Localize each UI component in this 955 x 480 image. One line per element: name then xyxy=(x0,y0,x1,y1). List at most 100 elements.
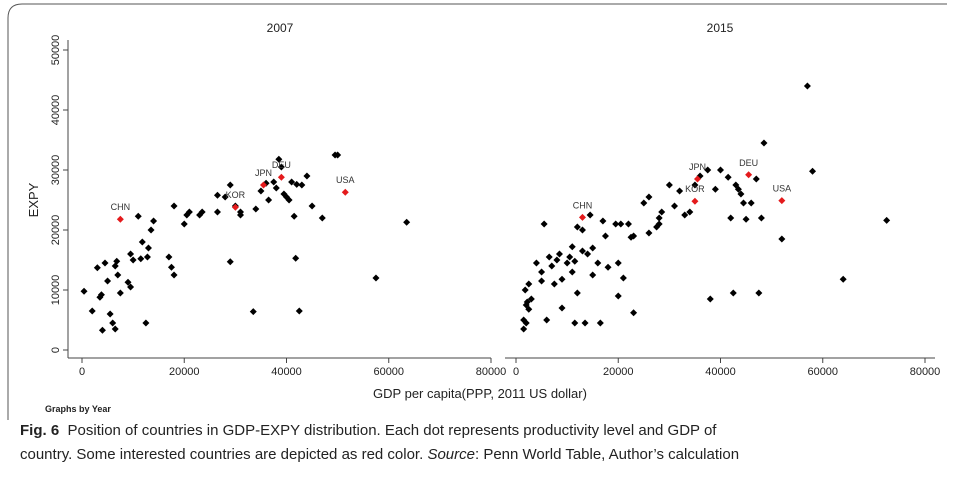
point xyxy=(658,208,666,216)
y-axis-label: EXPY xyxy=(26,182,41,217)
caption-source: Source xyxy=(427,446,475,463)
point xyxy=(124,278,132,286)
point xyxy=(295,307,303,315)
point xyxy=(104,277,112,285)
point xyxy=(109,319,117,327)
point xyxy=(711,185,719,193)
point xyxy=(614,292,622,300)
point xyxy=(290,212,298,220)
note: Graphs by Year xyxy=(45,404,111,414)
point xyxy=(527,295,535,303)
point xyxy=(285,196,293,204)
point xyxy=(563,259,571,267)
x-tick-label: 0 xyxy=(513,366,519,378)
point xyxy=(670,202,678,210)
point xyxy=(589,271,597,279)
point-label: CHN xyxy=(573,200,593,210)
x-tick-label: 60000 xyxy=(373,366,404,378)
point xyxy=(150,217,158,225)
point xyxy=(226,258,234,266)
point xyxy=(729,289,737,297)
point xyxy=(760,139,768,147)
point xyxy=(129,256,137,264)
point xyxy=(586,211,594,219)
point xyxy=(568,268,576,276)
point xyxy=(341,188,349,196)
point xyxy=(778,235,786,243)
point xyxy=(523,298,531,306)
point xyxy=(272,184,280,192)
point xyxy=(275,155,283,163)
x-tick-label: 60000 xyxy=(807,366,838,378)
point xyxy=(571,319,579,327)
point xyxy=(522,319,530,327)
point xyxy=(532,259,540,267)
frame xyxy=(7,3,947,420)
point xyxy=(538,277,546,285)
point xyxy=(681,211,689,219)
point xyxy=(803,82,811,90)
point xyxy=(614,259,622,267)
point xyxy=(624,220,632,228)
point xyxy=(693,175,701,183)
point xyxy=(93,264,101,272)
point xyxy=(113,257,121,265)
point xyxy=(525,280,533,288)
point xyxy=(617,220,625,228)
point xyxy=(655,214,663,222)
point xyxy=(185,208,193,216)
point xyxy=(277,173,285,181)
x-axis-label: GDP per capita(PPP, 2011 US dollar) xyxy=(373,386,587,401)
point xyxy=(134,212,142,220)
point xyxy=(277,163,285,171)
point xyxy=(548,262,556,270)
point xyxy=(127,250,135,258)
point xyxy=(742,215,750,223)
point xyxy=(612,220,620,228)
point xyxy=(213,191,221,199)
point xyxy=(292,254,300,262)
point xyxy=(88,307,96,315)
point xyxy=(270,178,278,186)
point xyxy=(545,253,553,261)
point xyxy=(691,181,699,189)
point xyxy=(645,193,653,201)
point xyxy=(180,220,188,228)
point xyxy=(737,190,745,198)
point xyxy=(757,214,765,222)
point xyxy=(543,316,551,324)
point xyxy=(717,166,724,174)
point xyxy=(252,205,260,213)
point xyxy=(604,263,612,271)
caption-text: Position of countries in GDP-EXPY distri… xyxy=(67,422,717,439)
point xyxy=(143,253,151,261)
point xyxy=(630,309,638,317)
point xyxy=(525,305,533,313)
point xyxy=(98,326,106,334)
point xyxy=(686,208,694,216)
point xyxy=(571,257,579,265)
point xyxy=(566,253,574,261)
y-tick-label: 20000 xyxy=(50,215,62,246)
point xyxy=(213,208,221,216)
point xyxy=(111,325,119,333)
y-tick-label: 30000 xyxy=(50,155,62,186)
point xyxy=(573,289,581,297)
figure-label: Fig. 6 xyxy=(20,422,60,439)
point xyxy=(553,256,561,264)
point xyxy=(165,253,173,261)
x-tick-label: 40000 xyxy=(271,366,302,378)
point xyxy=(594,259,602,267)
point xyxy=(259,181,267,189)
point xyxy=(676,187,684,195)
point xyxy=(198,208,206,216)
point xyxy=(630,232,638,240)
point xyxy=(734,185,742,193)
point xyxy=(596,319,604,327)
point xyxy=(645,229,653,237)
caption-text: : Penn World Table, Author’s calculation xyxy=(474,446,740,463)
point xyxy=(167,263,175,271)
point xyxy=(755,289,763,297)
panel-title: 2015 xyxy=(707,21,734,35)
